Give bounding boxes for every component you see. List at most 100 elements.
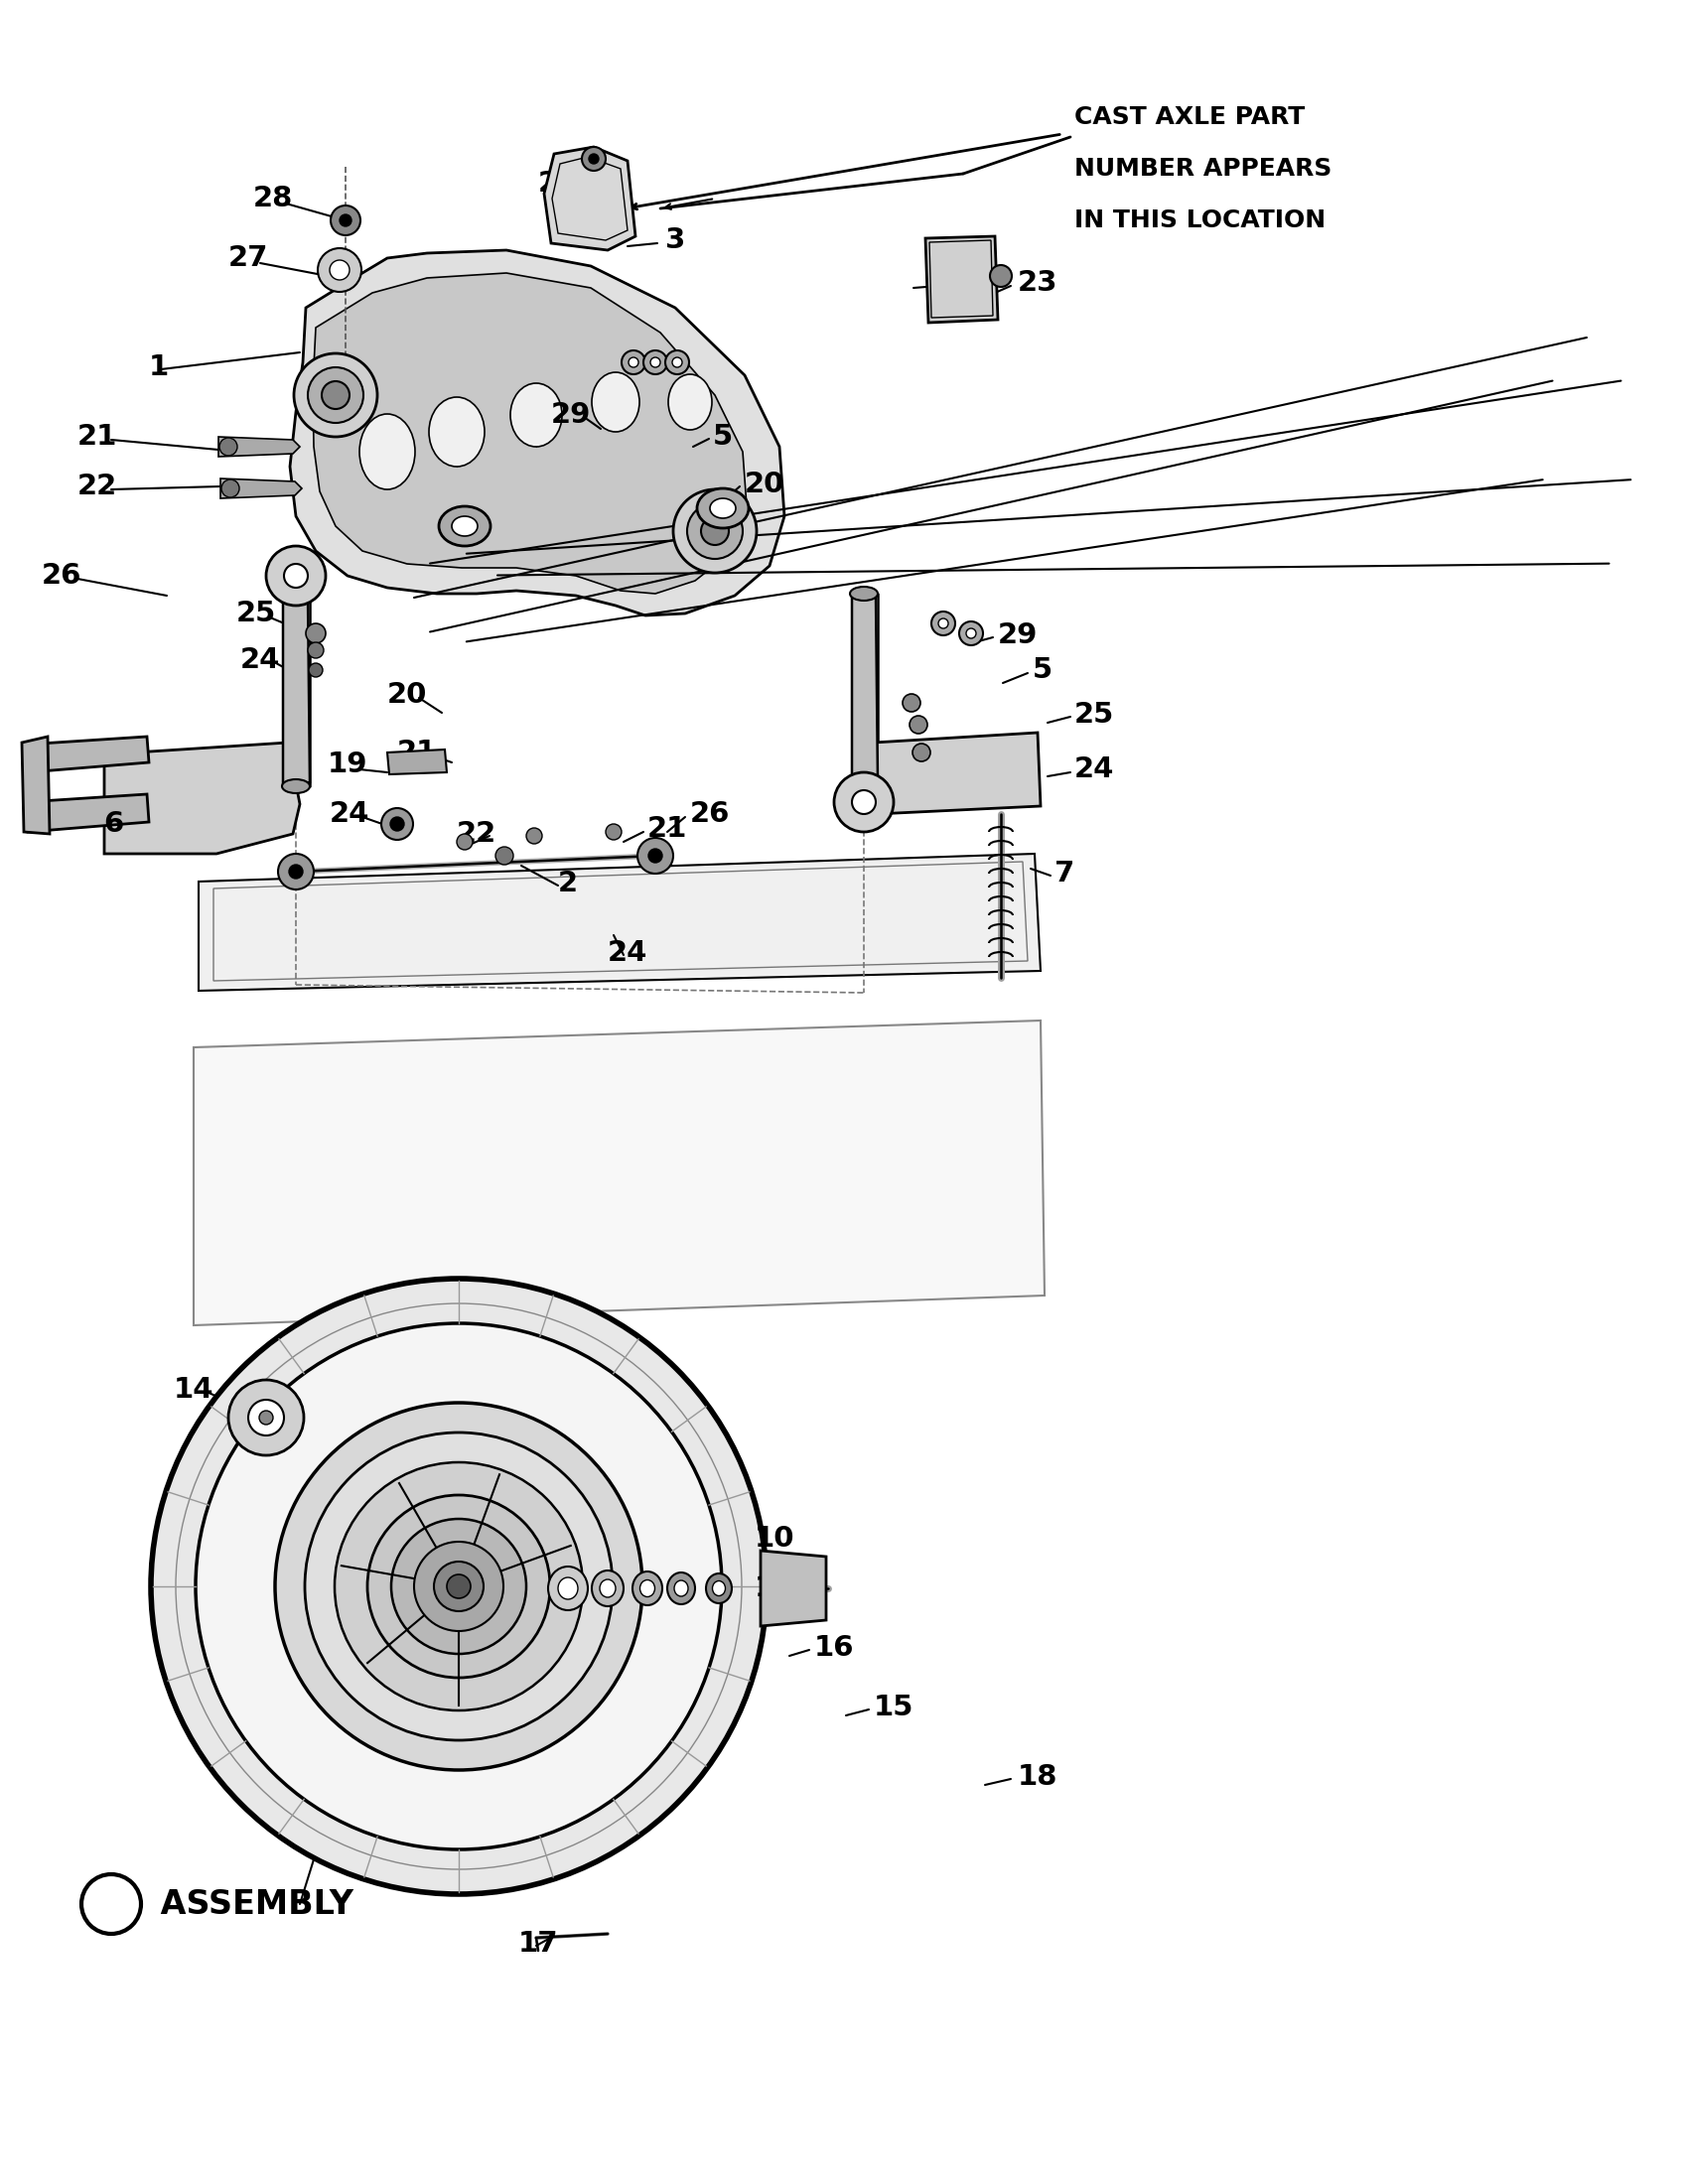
Circle shape bbox=[308, 367, 364, 424]
Text: 21: 21 bbox=[397, 738, 436, 767]
Circle shape bbox=[306, 622, 325, 644]
Text: 26: 26 bbox=[42, 561, 81, 590]
Text: 10: 10 bbox=[754, 1524, 795, 1553]
Circle shape bbox=[266, 546, 325, 605]
Circle shape bbox=[335, 1463, 583, 1710]
Polygon shape bbox=[926, 236, 999, 323]
Text: 26: 26 bbox=[690, 799, 731, 828]
Circle shape bbox=[643, 349, 667, 373]
Polygon shape bbox=[313, 273, 746, 594]
Circle shape bbox=[391, 817, 404, 830]
Ellipse shape bbox=[547, 1566, 588, 1610]
Circle shape bbox=[583, 146, 606, 170]
Text: 25: 25 bbox=[236, 601, 276, 627]
Circle shape bbox=[274, 1402, 642, 1769]
Polygon shape bbox=[290, 251, 785, 616]
Circle shape bbox=[330, 205, 360, 236]
Ellipse shape bbox=[697, 489, 749, 529]
Circle shape bbox=[638, 839, 674, 874]
Polygon shape bbox=[22, 736, 49, 834]
Text: ASSEMBLY: ASSEMBLY bbox=[148, 1887, 354, 1920]
Polygon shape bbox=[387, 749, 446, 775]
Polygon shape bbox=[25, 795, 148, 832]
Circle shape bbox=[589, 153, 600, 164]
Circle shape bbox=[305, 1433, 613, 1741]
Circle shape bbox=[672, 358, 682, 367]
Text: 25: 25 bbox=[1074, 701, 1115, 729]
Text: 19: 19 bbox=[327, 751, 367, 778]
Ellipse shape bbox=[712, 1581, 726, 1597]
Text: 24: 24 bbox=[239, 646, 280, 675]
Circle shape bbox=[628, 358, 638, 367]
Circle shape bbox=[318, 249, 362, 293]
Ellipse shape bbox=[429, 397, 485, 467]
Circle shape bbox=[903, 695, 921, 712]
Circle shape bbox=[259, 1411, 273, 1424]
Circle shape bbox=[687, 502, 743, 559]
Text: 1: 1 bbox=[148, 354, 168, 382]
Polygon shape bbox=[194, 1020, 1044, 1326]
Circle shape bbox=[330, 260, 350, 280]
Circle shape bbox=[248, 1400, 285, 1435]
Text: 21: 21 bbox=[647, 815, 687, 843]
Ellipse shape bbox=[706, 1572, 733, 1603]
Text: 14: 14 bbox=[173, 1376, 214, 1404]
Circle shape bbox=[81, 1874, 141, 1933]
Text: 24: 24 bbox=[330, 799, 369, 828]
Circle shape bbox=[152, 1278, 766, 1894]
Circle shape bbox=[381, 808, 413, 841]
Ellipse shape bbox=[633, 1572, 662, 1605]
Polygon shape bbox=[25, 736, 148, 773]
Ellipse shape bbox=[669, 373, 712, 430]
Text: 21: 21 bbox=[77, 424, 118, 450]
Text: 8: 8 bbox=[101, 1889, 121, 1918]
Circle shape bbox=[606, 823, 621, 841]
Circle shape bbox=[665, 349, 689, 373]
Ellipse shape bbox=[281, 780, 310, 793]
Text: 8: 8 bbox=[96, 1891, 116, 1920]
Circle shape bbox=[938, 618, 948, 629]
Text: 29: 29 bbox=[551, 402, 591, 428]
Ellipse shape bbox=[850, 780, 877, 793]
Text: 18: 18 bbox=[1017, 1762, 1058, 1791]
Text: 3: 3 bbox=[665, 227, 685, 253]
Text: 15: 15 bbox=[874, 1693, 914, 1721]
Text: 22: 22 bbox=[77, 472, 118, 500]
Circle shape bbox=[290, 865, 303, 878]
Text: 23: 23 bbox=[537, 170, 578, 197]
Circle shape bbox=[674, 489, 756, 572]
Circle shape bbox=[219, 437, 237, 456]
Circle shape bbox=[650, 358, 660, 367]
Ellipse shape bbox=[281, 590, 310, 603]
Ellipse shape bbox=[674, 1581, 689, 1597]
Circle shape bbox=[221, 480, 239, 498]
Text: 4: 4 bbox=[925, 269, 945, 297]
Circle shape bbox=[990, 264, 1012, 286]
Text: IN THIS LOCATION: IN THIS LOCATION bbox=[1074, 207, 1325, 232]
Polygon shape bbox=[852, 594, 877, 786]
Circle shape bbox=[909, 716, 928, 734]
Text: 5: 5 bbox=[1032, 655, 1052, 684]
Circle shape bbox=[525, 828, 542, 843]
Circle shape bbox=[308, 642, 323, 657]
Text: 7: 7 bbox=[1054, 860, 1074, 887]
Text: 24: 24 bbox=[1074, 756, 1115, 784]
Circle shape bbox=[913, 743, 930, 762]
Polygon shape bbox=[874, 732, 1041, 815]
Ellipse shape bbox=[667, 1572, 695, 1605]
Text: 5: 5 bbox=[712, 424, 733, 450]
Ellipse shape bbox=[850, 587, 877, 601]
Ellipse shape bbox=[359, 415, 414, 489]
Circle shape bbox=[391, 1518, 525, 1653]
Text: 29: 29 bbox=[999, 622, 1037, 649]
Polygon shape bbox=[283, 596, 310, 786]
Text: 20: 20 bbox=[387, 681, 428, 710]
Text: 6: 6 bbox=[104, 810, 125, 839]
Text: 16: 16 bbox=[813, 1634, 854, 1662]
Text: 22: 22 bbox=[456, 819, 497, 847]
Ellipse shape bbox=[640, 1579, 655, 1597]
Circle shape bbox=[322, 382, 350, 408]
Circle shape bbox=[967, 629, 977, 638]
Text: 2: 2 bbox=[557, 869, 578, 898]
Circle shape bbox=[621, 349, 645, 373]
